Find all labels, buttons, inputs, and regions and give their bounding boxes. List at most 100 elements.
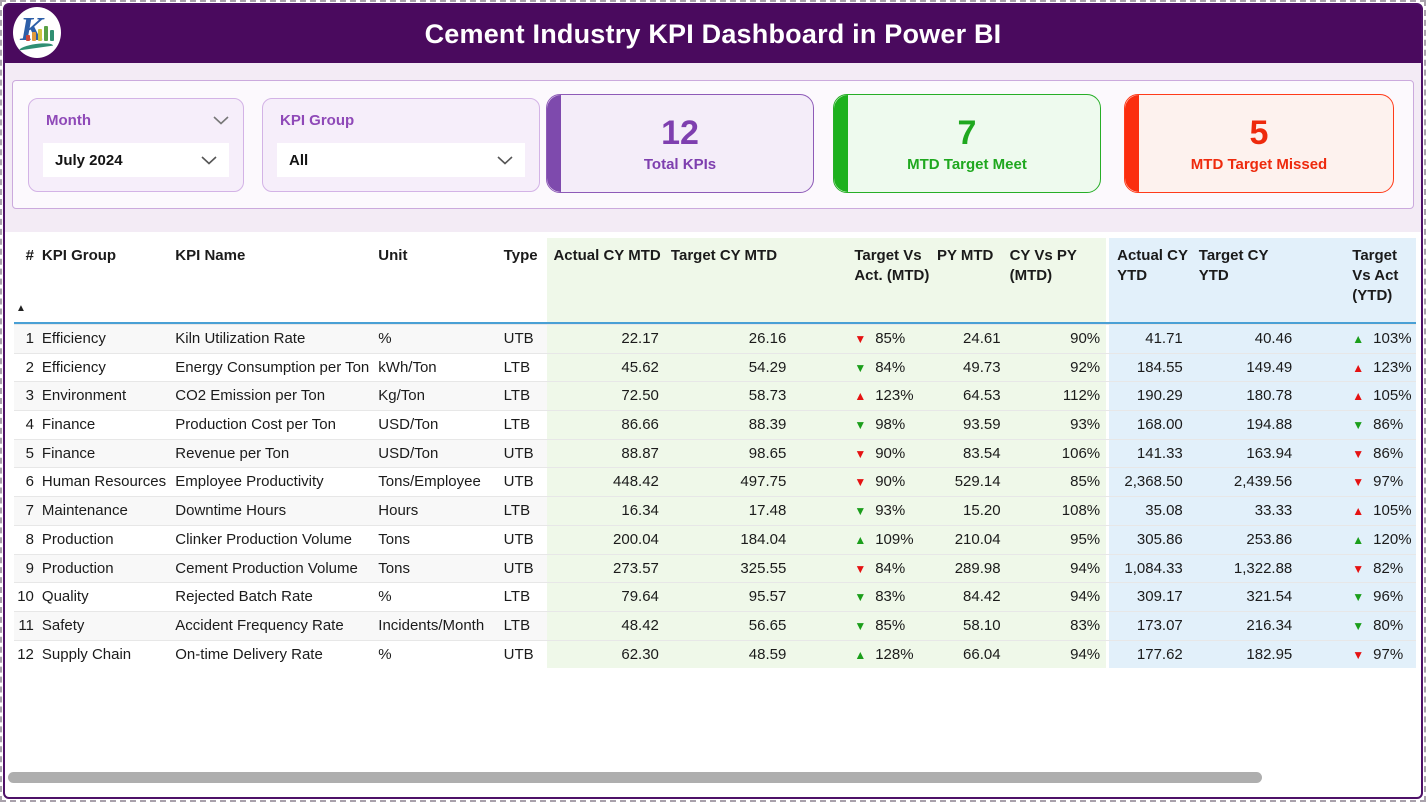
column-header-actual-cy-mtd[interactable]: Actual CY MTD (547, 238, 665, 322)
chevron-down-icon (497, 155, 513, 165)
mtd-target-meet-card[interactable]: 7 MTD Target Meet (833, 94, 1101, 193)
total-kpis-value: 12 (661, 114, 699, 152)
cell-actual-mtd: 79.64 (547, 583, 665, 611)
cell-name: Downtime Hours (175, 497, 379, 525)
cell-type: UTB (503, 473, 534, 491)
cell-num: 9 (14, 554, 40, 583)
arrow-down-icon: ▼ (854, 561, 867, 576)
cell-target-mtd: 88.39 (664, 411, 793, 439)
cell-tva-mtd: ▲ 128% (792, 640, 934, 669)
cell-name: Cement Production Volume (175, 554, 379, 583)
table-row: 5 Finance Revenue per Ton USD/Ton UTB 88.87 98… (14, 438, 1416, 468)
month-dropdown[interactable]: July 2024 (43, 143, 229, 177)
cell-target-mtd: 56.65 (664, 611, 793, 640)
cell-tva-mtd: ▼ 83% (792, 583, 934, 611)
percent-value: 82% (1373, 559, 1404, 577)
cell-unit: Tons (378, 530, 410, 548)
kpi-table: # ▲ KPI Group KPI Name Unit Type Actual CY MTD… (14, 238, 1416, 669)
card-accent-bar (1125, 95, 1139, 192)
cell-actual-ytd: 177.62 (1106, 640, 1191, 669)
cell-num: 12 (17, 645, 34, 663)
cell-actual-ytd: 35.08 (1106, 497, 1191, 525)
cell-target-ytd: 253.86 (1190, 525, 1301, 554)
table-row: 2 Efficiency Energy Consumption per Ton kWh… (14, 352, 1416, 382)
column-header-type[interactable]: Type (503, 247, 538, 264)
table-row: 8 Production Clinker Production Volume Tons… (14, 524, 1416, 554)
cell-tva-mtd: ▲ 123% (792, 382, 934, 411)
column-header-py-mtd[interactable]: PY MTD (933, 238, 1007, 322)
cell-tva-ytd: ▼ 97% (1300, 468, 1416, 497)
card-accent-bar (834, 95, 848, 192)
cell-group: Safety (39, 611, 176, 640)
arrow-up-icon: ▲ (1352, 389, 1365, 404)
column-header-kpi-name[interactable]: KPI Name (175, 247, 246, 264)
table-row: 3 Environment CO2 Emission per Ton Kg/Ton LT… (14, 381, 1416, 411)
cell-cy-vs-py: 90% (1006, 325, 1107, 353)
column-header-target-vs-act-ytd[interactable]: Target Vs Act (YTD) (1300, 238, 1416, 322)
cell-tva-ytd: ▲ 105% (1300, 497, 1416, 525)
cell-num: 5 (14, 439, 40, 468)
cell-num: 6 (25, 473, 34, 491)
card-accent-bar (547, 95, 561, 192)
table-row: 11 Safety Accident Frequency Rate Incidents… (14, 610, 1416, 640)
arrow-down-icon: ▼ (1352, 561, 1365, 576)
month-slicer-label: Month (46, 111, 91, 129)
total-kpis-card[interactable]: 12 Total KPIs (546, 94, 814, 193)
column-header-target-vs-act-mtd[interactable]: Target Vs Act. (MTD) (792, 238, 934, 322)
column-header-cy-vs-py-mtd[interactable]: CY Vs PY (MTD) (1006, 238, 1107, 322)
cell-tva-ytd: ▼ 97% (1300, 640, 1416, 669)
cell-tva-mtd: ▼ 98% (792, 411, 934, 439)
cell-type: UTB (503, 554, 548, 583)
cell-tva-mtd: ▼ 93% (792, 497, 934, 525)
mtd-target-meet-label: MTD Target Meet (907, 156, 1027, 173)
logo-k-letter: K (20, 11, 43, 48)
cell-py-mtd: 84.42 (933, 583, 1007, 611)
cell-target-ytd: 40.46 (1190, 325, 1301, 353)
cell-type: LTB (503, 497, 548, 525)
percent-value: 86% (1373, 416, 1404, 434)
cell-type: LTB (503, 416, 531, 434)
cell-actual-mtd: 86.66 (547, 411, 665, 439)
percent-value: 103% (1373, 330, 1412, 347)
cell-target-ytd: 194.88 (1190, 411, 1301, 439)
percent-value: 83% (875, 588, 906, 606)
cell-target-ytd: 216.34 (1190, 611, 1301, 640)
percent-value: 93% (875, 502, 906, 520)
cell-actual-ytd: 41.71 (1106, 325, 1191, 353)
cell-tva-ytd: ▼ 96% (1300, 583, 1416, 611)
cell-actual-mtd: 88.87 (547, 439, 665, 468)
percent-value: 84% (875, 559, 906, 577)
cell-tva-mtd: ▼ 84% (792, 554, 934, 583)
column-header-target-cy-mtd[interactable]: Target CY MTD (664, 238, 793, 322)
cell-unit: Incidents/Month (378, 611, 504, 640)
cell-unit: % (378, 588, 392, 606)
cell-type: UTB (503, 439, 548, 468)
horizontal-scrollbar-thumb[interactable] (8, 772, 1262, 783)
cell-name: Clinker Production Volume (175, 530, 353, 548)
column-header-unit[interactable]: Unit (378, 247, 408, 264)
company-logo: K (13, 7, 61, 58)
arrow-down-icon: ▼ (1352, 418, 1365, 433)
column-header-target-cy-ytd[interactable]: Target CY YTD (1190, 238, 1301, 322)
mtd-target-missed-card[interactable]: 5 MTD Target Missed (1124, 94, 1394, 193)
header-bar: Cement Industry KPI Dashboard in Power B… (5, 5, 1421, 63)
percent-value: 109% (875, 530, 914, 548)
arrow-down-icon: ▼ (1352, 590, 1365, 605)
cell-py-mtd: 83.54 (933, 439, 1007, 468)
month-dropdown-value: July 2024 (55, 151, 123, 169)
arrow-down-icon: ▼ (854, 504, 867, 519)
percent-value: 97% (1373, 473, 1404, 491)
cell-num: 8 (25, 530, 34, 548)
cell-cy-vs-py: 94% (1006, 640, 1107, 669)
cell-cy-vs-py: 83% (1006, 611, 1107, 640)
arrow-down-icon: ▼ (1352, 446, 1365, 461)
column-header-kpi-group[interactable]: KPI Group (41, 247, 117, 264)
kpi-group-dropdown[interactable]: All (277, 143, 525, 177)
table-row: 1 Efficiency Kiln Utilization Rate% UTB 22.1… (14, 324, 1416, 353)
column-header-num[interactable]: # ▲ (16, 247, 34, 314)
column-header-actual-cy-ytd[interactable]: Actual CY YTD (1106, 238, 1191, 322)
cell-actual-mtd: 22.17 (547, 325, 665, 353)
percent-value: 90% (875, 473, 906, 491)
cell-actual-mtd: 62.30 (547, 640, 665, 669)
